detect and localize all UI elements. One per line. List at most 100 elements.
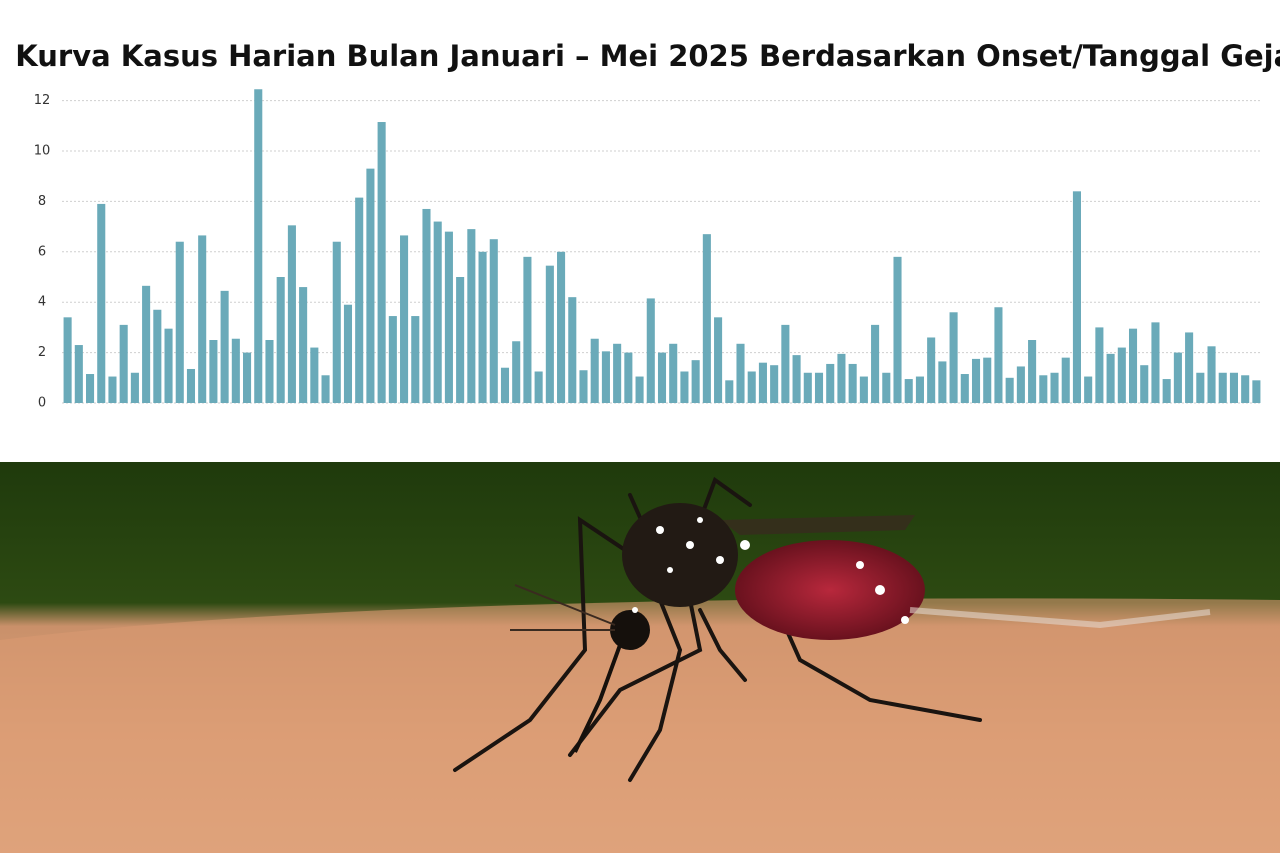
bar: [1185, 332, 1194, 403]
bar: [1229, 372, 1238, 403]
bar: [1252, 380, 1261, 403]
bar: [837, 353, 846, 403]
bar: [669, 343, 678, 403]
bar: [545, 265, 554, 403]
bar: [411, 316, 420, 403]
bar: [624, 352, 633, 403]
bar: [915, 376, 924, 403]
bar: [1016, 366, 1025, 403]
mosquito-tail: [909, 607, 1211, 629]
bar: [153, 309, 162, 403]
bar: [478, 251, 487, 403]
bar: [130, 372, 139, 403]
mosquito-spots: [632, 517, 909, 624]
bar: [456, 277, 465, 403]
bar: [332, 241, 341, 403]
bar: [882, 372, 891, 403]
bar: [893, 256, 902, 403]
bar: [97, 203, 106, 403]
y-tick-label: 6: [38, 244, 46, 259]
bar: [938, 361, 947, 403]
bar: [758, 362, 767, 403]
bar: [714, 317, 723, 403]
y-tick-label: 2: [38, 345, 46, 360]
bar: [1241, 375, 1250, 403]
y-tick-label: 10: [34, 144, 51, 159]
skin: [0, 598, 1280, 853]
bar: [601, 351, 610, 403]
bar: [557, 251, 566, 403]
bar: [1207, 346, 1216, 403]
bar: [1084, 376, 1093, 403]
bar: [949, 312, 958, 403]
bar: [366, 168, 375, 403]
bar: [1140, 365, 1149, 403]
bar: [725, 380, 734, 403]
bar: [355, 197, 364, 403]
bar: [613, 343, 622, 403]
mosquito-legs: [453, 476, 982, 782]
bar: [243, 352, 252, 403]
bar: [489, 239, 498, 403]
bar: [74, 345, 83, 403]
bar: [736, 343, 745, 403]
bar: [400, 235, 409, 403]
bar: [108, 376, 117, 403]
bar: [1151, 322, 1160, 403]
y-tick-label: 8: [38, 194, 46, 209]
bar: [568, 297, 577, 403]
bar: [590, 338, 599, 403]
bar: [960, 374, 969, 403]
bar: [276, 277, 285, 403]
bar: [86, 374, 95, 403]
bar: [512, 341, 521, 403]
bar: [770, 365, 779, 403]
y-tick-label: 0: [38, 396, 46, 411]
bar: [1117, 347, 1126, 403]
y-tick-label: 4: [38, 295, 46, 310]
bar: [254, 89, 263, 403]
chart-title: Kurva Kasus Harian Bulan Januari – Mei 2…: [15, 39, 1280, 73]
bar: [444, 231, 453, 403]
mosquito-wing: [720, 515, 915, 535]
bar: [422, 208, 431, 403]
bar: [220, 290, 229, 403]
bar: [500, 367, 510, 403]
bar: [534, 371, 543, 403]
bar: [164, 328, 173, 403]
bar: [792, 355, 801, 403]
bar: [994, 307, 1003, 403]
bar: [175, 241, 184, 403]
bar: [971, 358, 981, 403]
bar: [702, 234, 711, 403]
bar: [927, 337, 936, 403]
bar: [1218, 372, 1227, 403]
bar: [209, 340, 218, 403]
bar: [63, 317, 72, 403]
bar: [1196, 372, 1205, 403]
bar: [1005, 377, 1014, 403]
bar: [142, 285, 151, 403]
bar: [1106, 353, 1115, 403]
bar: [231, 338, 240, 403]
bar: [635, 376, 644, 403]
bar: [1039, 375, 1048, 403]
bar: [1095, 327, 1104, 403]
bar: [388, 316, 397, 403]
y-tick-label: 12: [34, 93, 51, 108]
bar: [287, 225, 296, 403]
bar: [1162, 379, 1171, 403]
bar: [871, 324, 880, 403]
bar: [119, 324, 128, 403]
bar: [579, 370, 588, 403]
bar: [321, 375, 330, 403]
bar: [859, 376, 868, 403]
mosquito-abdomen: [735, 540, 925, 640]
mosquito-antennae: [510, 584, 616, 631]
bar: [377, 122, 386, 404]
bar: [299, 287, 308, 403]
bar: [1028, 340, 1037, 403]
bar: [467, 229, 476, 403]
bar: [433, 221, 442, 403]
